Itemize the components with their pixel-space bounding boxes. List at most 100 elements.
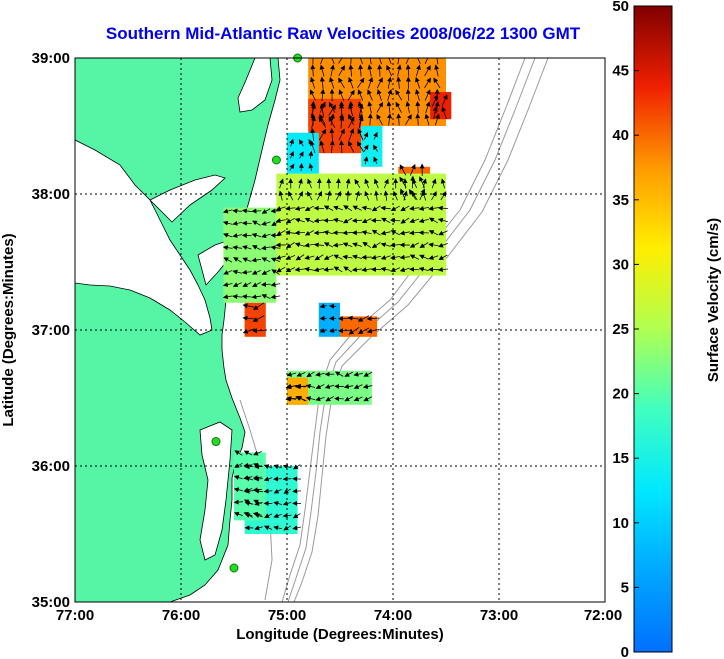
velocity-arrow xyxy=(332,217,344,223)
velocity-arrow xyxy=(390,254,401,260)
bay-tributary-1 xyxy=(149,174,226,223)
velocity-arrow xyxy=(251,257,262,263)
velocity-arrow xyxy=(304,242,315,248)
velocity-arrow xyxy=(345,178,351,189)
velocity-arrow xyxy=(222,282,233,287)
velocity-arrow xyxy=(329,127,335,141)
velocity-arrow xyxy=(338,58,346,64)
velocity-arrow xyxy=(390,217,401,223)
velocity-arrow xyxy=(373,131,378,140)
velocity-arrow xyxy=(315,384,325,389)
velocity-arrow xyxy=(348,116,355,129)
velocity-arrow xyxy=(383,178,389,189)
velocity-arrow xyxy=(304,217,315,223)
velocity-arrow xyxy=(270,282,281,287)
velocity-arrow xyxy=(419,242,429,249)
x-axis-ticks: 77:00 76:00 75:00 74:00 73:00 72:00 xyxy=(56,607,622,624)
velocity-arrow xyxy=(232,233,243,239)
velocity-arrow xyxy=(260,281,271,287)
velocity-arrow xyxy=(410,175,416,189)
velocity-arrow xyxy=(223,270,233,275)
velocity-cell xyxy=(361,126,383,167)
velocity-arrow xyxy=(400,217,410,224)
velocity-arrow xyxy=(338,140,344,154)
velocity-arrow xyxy=(380,266,391,272)
velocity-arrow xyxy=(396,113,402,126)
velocity-arrow xyxy=(351,218,363,224)
velocity-arrow xyxy=(431,191,437,201)
x-tick-label: 74:00 xyxy=(374,607,412,624)
velocity-arrow xyxy=(366,316,380,322)
velocity-arrow xyxy=(286,242,295,249)
velocity-arrow xyxy=(276,266,286,273)
velocity-arrow xyxy=(232,208,243,214)
velocity-arrow xyxy=(409,266,420,272)
velocity-arrow xyxy=(306,191,313,201)
velocity-arrow xyxy=(261,220,271,226)
velocity-arrow xyxy=(319,140,325,153)
velocity-arrow xyxy=(271,220,280,227)
velocity-arrow xyxy=(326,190,332,201)
map-gridlines xyxy=(75,58,605,602)
velocity-arrow xyxy=(338,65,345,77)
velocity-arrow xyxy=(329,64,335,77)
velocity-arrow xyxy=(358,64,364,77)
velocity-arrow xyxy=(308,150,314,159)
x-tick-label: 77:00 xyxy=(56,607,94,624)
velocity-arrow xyxy=(289,138,295,147)
velocity-arrow xyxy=(252,281,261,288)
velocity-arrow xyxy=(399,267,410,273)
velocity-arrow xyxy=(304,230,315,236)
velocity-arrow xyxy=(405,88,411,102)
velocity-arrow xyxy=(271,269,280,275)
y-axis-label: Latitude (Degrees:Minutes) xyxy=(0,233,17,426)
velocity-arrow xyxy=(358,103,364,117)
velocity-arrow xyxy=(374,178,379,189)
velocity-arrow xyxy=(252,511,262,517)
velocity-arrow xyxy=(251,208,262,214)
velocity-arrow xyxy=(338,89,345,101)
velocity-arrow xyxy=(363,156,369,165)
velocity-arrow xyxy=(353,384,363,389)
velocity-arrow xyxy=(348,327,360,335)
velocity-arrow xyxy=(405,101,411,114)
velocity-arrow xyxy=(347,89,355,101)
velocity-cell xyxy=(276,173,446,276)
velocity-arrow xyxy=(313,267,324,273)
velocity-arrow xyxy=(294,267,305,273)
velocity-cell xyxy=(340,316,378,337)
velocity-cell xyxy=(234,452,266,521)
velocity-arrow xyxy=(233,475,243,480)
velocity-arrow xyxy=(335,191,342,201)
velocity-arrow xyxy=(380,242,391,248)
velocity-arrow xyxy=(428,242,439,248)
colorbar-tick-label: 10 xyxy=(612,515,629,532)
velocity-arrow xyxy=(353,371,363,377)
velocity-arrow xyxy=(222,245,233,251)
velocity-arrow xyxy=(243,475,253,481)
velocity-arrow xyxy=(251,269,261,275)
velocity-arrow xyxy=(361,218,372,224)
velocity-cell xyxy=(223,207,277,303)
velocity-arrow xyxy=(234,450,243,456)
velocity-arrow xyxy=(362,241,372,248)
velocity-arrow xyxy=(294,230,305,236)
velocity-arrow xyxy=(253,450,262,456)
velocity-arrow xyxy=(270,245,281,251)
y-tick-label: 38:00 xyxy=(32,186,70,203)
x-tick-label: 75:00 xyxy=(268,607,306,624)
velocity-arrow xyxy=(383,190,389,201)
velocity-arrow xyxy=(241,208,252,214)
velocity-arrow xyxy=(304,255,315,260)
velocity-arrow xyxy=(441,94,448,107)
velocity-arrow xyxy=(367,89,373,101)
velocity-arrow xyxy=(362,384,373,389)
velocity-arrow xyxy=(308,139,314,147)
velocity-arrow xyxy=(242,282,252,287)
velocity-arrow xyxy=(405,114,412,125)
velocity-arrow xyxy=(354,178,361,189)
velocity-arrow xyxy=(313,218,325,224)
velocity-arrow xyxy=(283,488,291,494)
velocity-arrow xyxy=(405,58,412,65)
